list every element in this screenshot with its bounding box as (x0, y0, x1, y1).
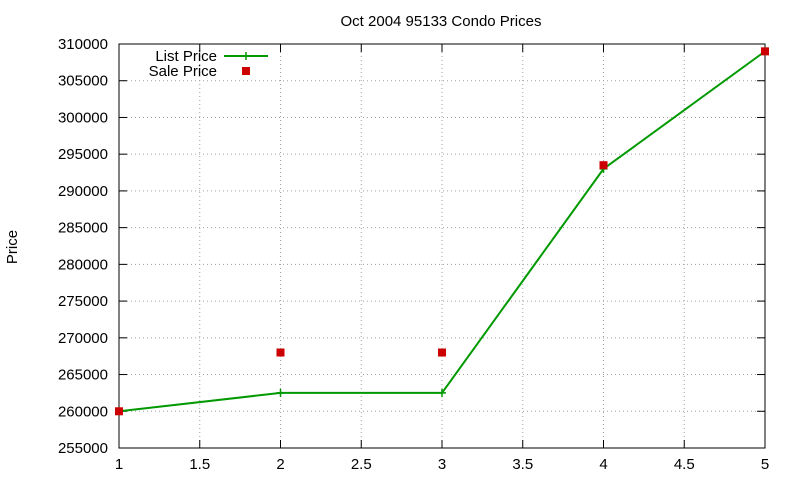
legend-list-price-label: List Price (155, 48, 217, 65)
y-tick-label: 305000 (58, 73, 108, 90)
y-tick-label: 300000 (58, 109, 108, 126)
y-tick-label: 275000 (58, 293, 108, 310)
list-price-point (276, 388, 285, 397)
y-tick-label: 295000 (58, 146, 108, 163)
legend-sale-price-label: Sale Price (149, 63, 217, 80)
sale-price-point (438, 348, 446, 357)
y-tick-label: 285000 (58, 220, 108, 237)
y-tick-label: 255000 (58, 440, 108, 457)
y-tick-label: 265000 (58, 367, 108, 384)
y-tick-label: 260000 (58, 403, 108, 420)
series-layer (115, 47, 769, 416)
list-price-line (118, 50, 766, 413)
axis-ticks: 1 1.5 2 2.5 3 3.5 4 4.5 5 255000 260000 265000 27000… (58, 36, 769, 473)
y-axis-label: Price (4, 230, 21, 264)
y-tick-label: 310000 (58, 36, 108, 53)
y-tick-label: 270000 (58, 330, 108, 347)
x-tick-label: 1.5 (189, 456, 210, 473)
x-tick-label: 3 (438, 456, 446, 473)
x-tick-label: 4 (599, 456, 607, 473)
legend-list-price-marker (242, 52, 250, 60)
chart-title: Oct 2004 95133 Condo Prices (341, 13, 542, 30)
grid-lines (119, 44, 765, 448)
legend: List Price Sale Price (149, 48, 268, 80)
x-tick-label: 2 (276, 456, 284, 473)
sale-price-point (761, 47, 769, 56)
x-tick-label: 5 (761, 456, 769, 473)
sale-price-point (599, 161, 608, 170)
sale-price-point (115, 407, 123, 416)
y-tick-label: 280000 (58, 256, 108, 273)
x-tick-label: 4.5 (674, 456, 695, 473)
x-tick-label: 3.5 (512, 456, 533, 473)
list-price-point (438, 388, 446, 397)
plot-frame (118, 43, 766, 449)
sale-price-point (276, 348, 285, 357)
legend-sale-price-marker (242, 67, 250, 75)
x-tick-label: 2.5 (351, 456, 372, 473)
x-tick-label: 1 (115, 456, 123, 473)
y-tick-label: 290000 (58, 183, 108, 200)
